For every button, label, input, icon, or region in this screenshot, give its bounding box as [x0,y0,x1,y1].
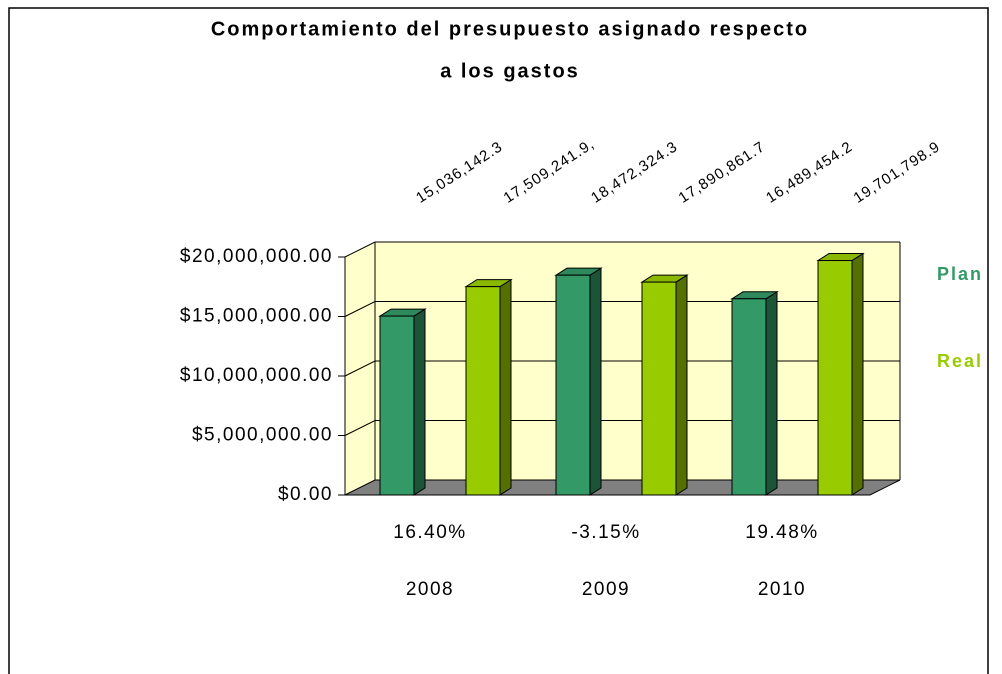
grid-line [344,360,900,377]
bar-side [499,278,512,496]
value-label: 19,701,798.9 [851,138,944,207]
x-tick-label: 2008 [406,579,454,600]
annotation: -3.15% [571,522,640,543]
wall [345,242,900,495]
grid-line [344,301,900,317]
value-label: 17,509,241.9, [501,135,598,206]
y-tick-label: $20,000,000.00 [180,246,333,267]
bar [731,298,767,496]
floor [344,479,901,496]
value-label: 15,036,142.3 [413,138,506,207]
bar-side [675,274,688,496]
bar [465,286,501,496]
bar-side [765,290,778,496]
annotation: 19.48% [745,522,818,543]
annotation: 16.40% [393,522,466,543]
bar [555,274,591,496]
value-label: 18,472,324.3 [588,138,681,207]
chart-title: Comportamiento del presupuesto asignado … [211,18,809,40]
value-label: 16,489,454.2 [763,138,856,207]
legend-label: Real [937,351,983,371]
bar [379,315,415,496]
y-tick-label: $0.00 [278,484,333,505]
y-tick-label: $15,000,000.00 [180,306,333,327]
grid-line [344,241,900,258]
x-tick-label: 2010 [758,579,806,600]
frame [8,7,989,674]
chart-title: a los gastos [440,60,580,82]
grid-line [344,420,900,436]
y-tick-label: $5,000,000.00 [192,425,333,446]
bar [641,281,677,496]
y-tick-label: $10,000,000.00 [180,365,333,386]
bar [817,260,853,496]
bar-side [851,252,864,496]
value-label: 17,890,861.7 [676,138,769,207]
bar-side [589,267,602,496]
x-tick-label: 2009 [582,579,630,600]
bar-side [413,308,426,496]
legend-label: Plan [937,264,983,284]
